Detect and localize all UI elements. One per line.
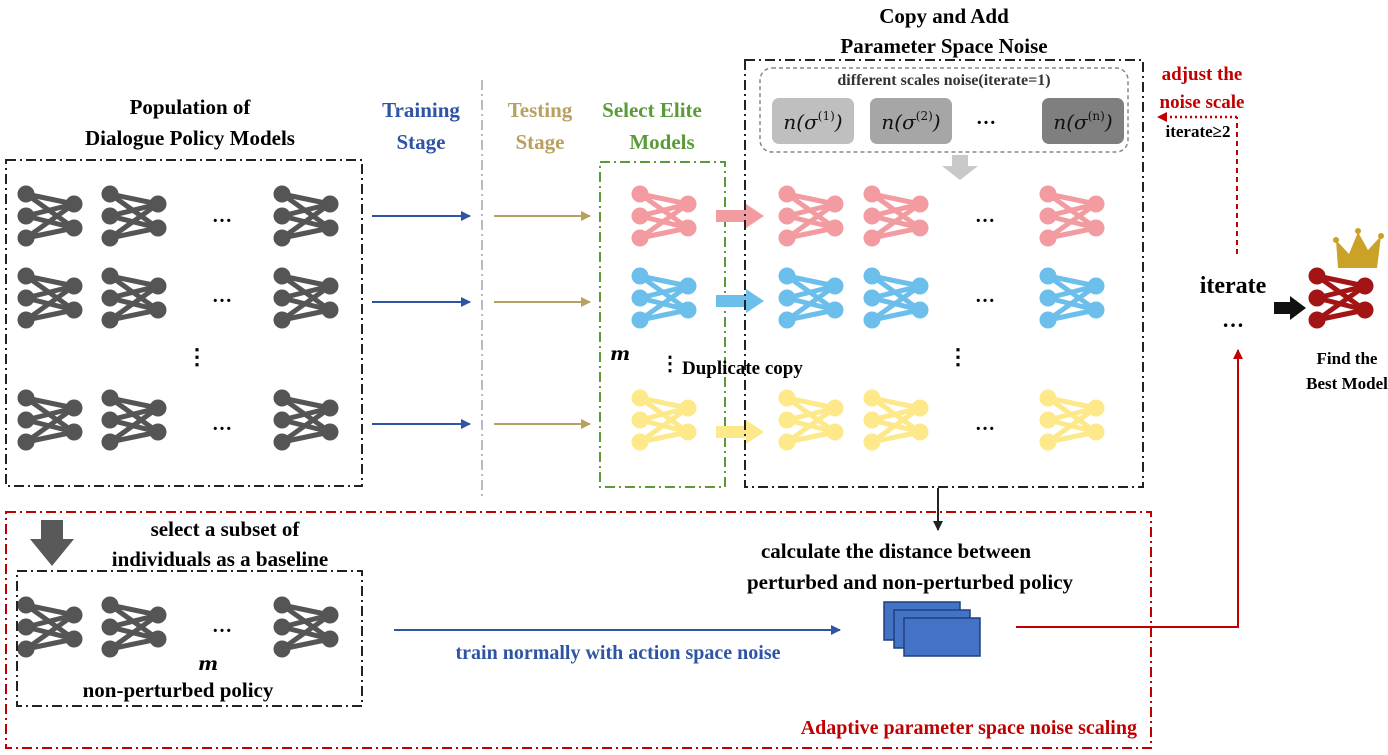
elite-network-r2 — [632, 268, 696, 328]
population-network-r2c1 — [18, 268, 82, 328]
copy-network-r2c1 — [779, 268, 843, 328]
pop-ellipsis-3: … — [212, 413, 232, 435]
copy-network-r3c1 — [779, 390, 843, 450]
copy-ellipsis-2: … — [975, 285, 995, 307]
noise-down-arrow — [942, 155, 978, 180]
copy-network-r1c3 — [1040, 186, 1104, 246]
adaptive-box — [5, 511, 1152, 749]
elite-box — [599, 161, 726, 488]
copy-network-r2c2 — [864, 268, 928, 328]
copy-ellipsis-1: … — [975, 205, 995, 227]
copy-add-box — [744, 59, 1144, 488]
elite-network-r1 — [632, 186, 696, 246]
population-network-r3c1 — [18, 390, 82, 450]
noise-box-2: n(σ(2)) — [870, 98, 952, 144]
population-network-r1c2 — [102, 186, 166, 246]
population-network-r1c3 — [274, 186, 338, 246]
iterate-ge2-label: iterate≥2 — [1165, 122, 1230, 141]
copy-vdots: ⋮ — [947, 344, 969, 369]
subset-down-arrow — [30, 520, 74, 566]
population-network-r1c1 — [18, 186, 82, 246]
copy-network-r1c2 — [864, 186, 928, 246]
adjust-noise-label-1: adjust the — [1162, 64, 1243, 85]
distance-to-iterate-arrow — [1016, 349, 1243, 628]
copy-ellipsis-3: … — [975, 413, 995, 435]
adaptive-label: Adaptive parameter space noise scaling — [801, 717, 1137, 739]
noise-box-label: n(σ(1)) — [783, 109, 842, 134]
distance-label-1: calculate the distance between — [761, 539, 1031, 563]
distance-stack-icon — [883, 601, 981, 657]
non-perturbed-label: non-perturbed policy — [83, 678, 274, 702]
elite-network-r3 — [632, 390, 696, 450]
baseline-network-c1 — [18, 597, 82, 657]
copy-arrow-yellow — [716, 420, 764, 444]
pop-ellipsis-2: … — [212, 285, 232, 307]
baseline-network-c3 — [274, 597, 338, 657]
testing-stage-label-2: Stage — [516, 130, 565, 154]
noise-box-bg — [772, 98, 854, 144]
elite-m-label: m — [610, 343, 630, 365]
copy-network-r3c3 — [1040, 390, 1104, 450]
iterate-label: iterate — [1200, 273, 1267, 299]
noise-box-label: n(σ(2)) — [881, 109, 940, 134]
population-network-r2c2 — [102, 268, 166, 328]
training-stage-label-2: Stage — [397, 130, 446, 154]
best-model-arrow — [1274, 296, 1306, 320]
copy-network-r2c3 — [1040, 268, 1104, 328]
noise-ellipsis: … — [976, 107, 996, 129]
copy-arrow-blue — [716, 289, 764, 313]
copy-add-title-2: Parameter Space Noise — [840, 34, 1047, 58]
best-model-network — [1309, 268, 1373, 328]
train-normally-label: train normally with action space noise — [456, 642, 781, 664]
distance-label-2: perturbed and non-perturbed policy — [747, 570, 1074, 594]
baseline-ellipsis: … — [212, 615, 232, 637]
copy-network-r1c1 — [779, 186, 843, 246]
iterate-ellipsis: … — [1222, 307, 1244, 332]
noise-box-3: n(σ(n)) — [1042, 98, 1124, 144]
elite-vdots: ⋮ — [660, 353, 680, 375]
noise-box-1: n(σ(1)) — [772, 98, 854, 144]
population-box — [5, 159, 363, 487]
population-network-r3c2 — [102, 390, 166, 450]
noise-scales-title: different scales noise(iterate=1) — [837, 72, 1050, 89]
training-stage-label-1: Training — [382, 98, 460, 122]
crown-icon — [1333, 228, 1384, 268]
copy-arrow-red — [716, 204, 764, 228]
population-network-r2c3 — [274, 268, 338, 328]
baseline-network-c2 — [102, 597, 166, 657]
noise-scales-box — [759, 67, 1129, 153]
duplicate-copy-label: Duplicate copy — [682, 358, 803, 379]
subset-label-2: individuals as a baseline — [112, 547, 329, 571]
select-elite-label-2: Models — [629, 130, 694, 154]
population-title-line2: Dialogue Policy Models — [85, 126, 295, 150]
noise-box-bg — [870, 98, 952, 144]
subset-label-1: select a subset of — [151, 517, 301, 541]
noise-box-bg — [1042, 98, 1124, 144]
copy-add-title-1: Copy and Add — [879, 4, 1009, 28]
select-elite-label-1: Select Elite — [602, 98, 702, 122]
find-best-model-2: Best Model — [1306, 374, 1388, 393]
pop-vdots: ⋮ — [186, 344, 208, 369]
testing-stage-label-1: Testing — [508, 98, 573, 122]
pop-ellipsis-1: … — [212, 205, 232, 227]
find-best-model-1: Find the — [1317, 349, 1378, 368]
population-title-line1: Population of — [130, 95, 252, 119]
population-network-r3c3 — [274, 390, 338, 450]
adjust-noise-label-2: noise scale — [1160, 92, 1245, 113]
copy-network-r3c2 — [864, 390, 928, 450]
baseline-m-label: m — [198, 653, 218, 675]
noise-box-label: n(σ(n)) — [1053, 109, 1112, 134]
